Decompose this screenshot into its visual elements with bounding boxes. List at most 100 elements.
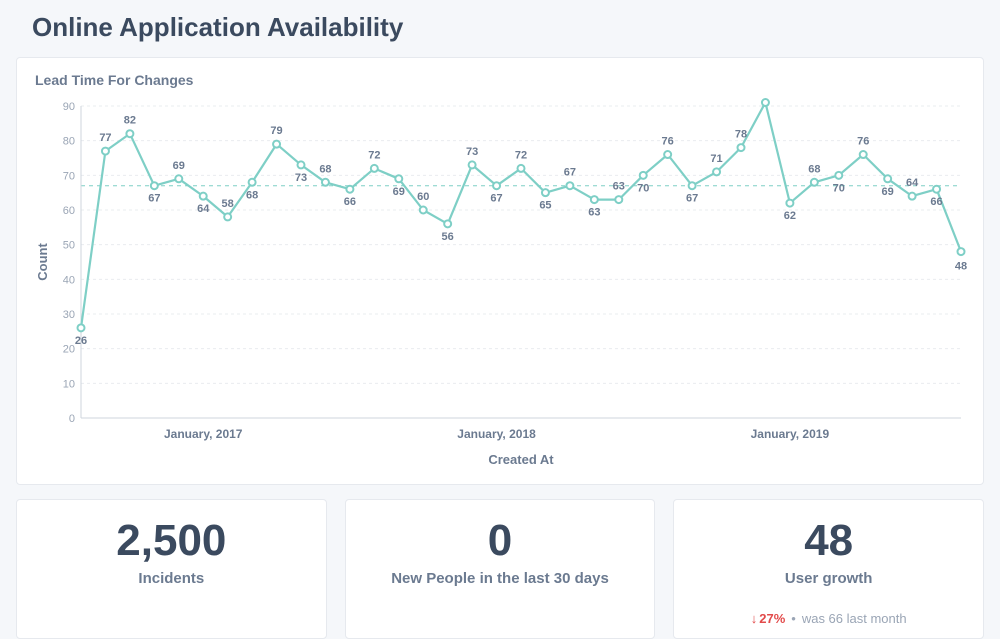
data-point-label: 26 <box>75 335 87 347</box>
data-point[interactable] <box>469 161 476 168</box>
x-tick-label: January, 2018 <box>457 427 536 441</box>
stats-row: 2,500Incidents0New People in the last 30… <box>16 499 984 639</box>
data-point[interactable] <box>298 161 305 168</box>
data-point-label: 69 <box>882 186 894 198</box>
data-point-label: 67 <box>490 193 502 205</box>
data-point-label: 79 <box>270 125 282 137</box>
data-point-label: 69 <box>393 186 405 198</box>
trend-pct: 27% <box>759 611 785 626</box>
data-point[interactable] <box>786 200 793 207</box>
data-point[interactable] <box>884 175 891 182</box>
data-point[interactable] <box>762 99 769 106</box>
data-point-label: 72 <box>515 149 527 161</box>
stat-value: 48 <box>686 518 971 564</box>
data-point-label: 72 <box>368 149 380 161</box>
data-point-label: 68 <box>319 163 331 175</box>
data-point[interactable] <box>200 193 207 200</box>
data-point[interactable] <box>346 186 353 193</box>
data-point-label: 70 <box>637 182 649 194</box>
data-point-label: 68 <box>808 163 820 175</box>
data-point-label: 62 <box>784 210 796 222</box>
data-point[interactable] <box>615 196 622 203</box>
data-point-label: 67 <box>564 167 576 179</box>
data-point[interactable] <box>689 182 696 189</box>
data-point-label: 63 <box>613 181 625 193</box>
data-point-label: 91 <box>759 94 771 96</box>
x-tick-label: January, 2017 <box>164 427 243 441</box>
data-point-label: 82 <box>124 115 136 127</box>
data-point[interactable] <box>273 141 280 148</box>
x-tick-label: January, 2019 <box>751 427 830 441</box>
data-point-label: 66 <box>344 196 356 208</box>
data-point-label: 73 <box>466 146 478 158</box>
data-point-label: 58 <box>222 198 234 210</box>
data-point-label: 64 <box>906 177 919 189</box>
data-point[interactable] <box>420 207 427 214</box>
data-point[interactable] <box>664 151 671 158</box>
data-point-label: 67 <box>148 193 160 205</box>
y-tick-label: 60 <box>63 205 75 217</box>
chart-title: Lead Time For Changes <box>35 72 967 88</box>
y-tick-label: 10 <box>63 378 75 390</box>
data-point-label: 66 <box>930 196 942 208</box>
data-point[interactable] <box>958 248 965 255</box>
data-point-label: 70 <box>833 182 845 194</box>
data-point[interactable] <box>444 220 451 227</box>
data-point-label: 68 <box>246 189 258 201</box>
data-point-label: 65 <box>539 200 551 212</box>
x-axis-title: Created At <box>488 452 554 467</box>
data-point[interactable] <box>126 130 133 137</box>
data-point[interactable] <box>566 182 573 189</box>
data-point-label: 67 <box>686 193 698 205</box>
stat-label: User growth <box>686 570 971 587</box>
data-point[interactable] <box>371 165 378 172</box>
data-point[interactable] <box>835 172 842 179</box>
data-point[interactable] <box>518 165 525 172</box>
data-point[interactable] <box>395 175 402 182</box>
data-point-label: 76 <box>857 136 869 148</box>
data-point[interactable] <box>151 182 158 189</box>
data-point[interactable] <box>102 148 109 155</box>
data-point-label: 48 <box>955 261 967 273</box>
data-point-label: 76 <box>662 136 674 148</box>
y-tick-label: 20 <box>63 344 75 356</box>
data-point[interactable] <box>738 144 745 151</box>
data-point[interactable] <box>713 168 720 175</box>
series-line <box>81 103 961 328</box>
data-point-label: 73 <box>295 172 307 184</box>
stat-trend: ↓27%•was 66 last month <box>686 611 971 626</box>
y-tick-label: 90 <box>63 101 75 113</box>
data-point[interactable] <box>175 175 182 182</box>
stat-label: New People in the last 30 days <box>358 570 643 587</box>
chart-card: Lead Time For Changes Count0102030405060… <box>16 57 984 485</box>
y-axis-title: Count <box>35 243 50 281</box>
data-point[interactable] <box>249 179 256 186</box>
data-point[interactable] <box>322 179 329 186</box>
y-tick-label: 30 <box>63 309 75 321</box>
data-point[interactable] <box>542 189 549 196</box>
stat-card-user-growth: 48User growth↓27%•was 66 last month <box>673 499 984 639</box>
data-point-label: 78 <box>735 129 747 141</box>
data-point-label: 77 <box>99 132 111 144</box>
data-point[interactable] <box>909 193 916 200</box>
data-point-label: 63 <box>588 207 600 219</box>
data-point[interactable] <box>78 324 85 331</box>
data-point[interactable] <box>224 213 231 220</box>
line-chart: Count01020304050607080902677826769645868… <box>33 94 969 474</box>
stat-card-new-people: 0New People in the last 30 days <box>345 499 656 639</box>
data-point-label: 56 <box>442 231 454 243</box>
y-tick-label: 40 <box>63 274 75 286</box>
data-point-label: 64 <box>197 203 210 215</box>
bullet-icon: • <box>791 611 796 626</box>
y-tick-label: 70 <box>63 170 75 182</box>
data-point-label: 69 <box>173 160 185 172</box>
trend-arrow-down-icon: ↓ <box>751 611 758 626</box>
data-point[interactable] <box>860 151 867 158</box>
page-title: Online Application Availability <box>32 12 984 43</box>
data-point[interactable] <box>493 182 500 189</box>
data-point[interactable] <box>811 179 818 186</box>
data-point[interactable] <box>591 196 598 203</box>
data-point[interactable] <box>933 186 940 193</box>
data-point-label: 60 <box>417 191 429 203</box>
data-point[interactable] <box>640 172 647 179</box>
